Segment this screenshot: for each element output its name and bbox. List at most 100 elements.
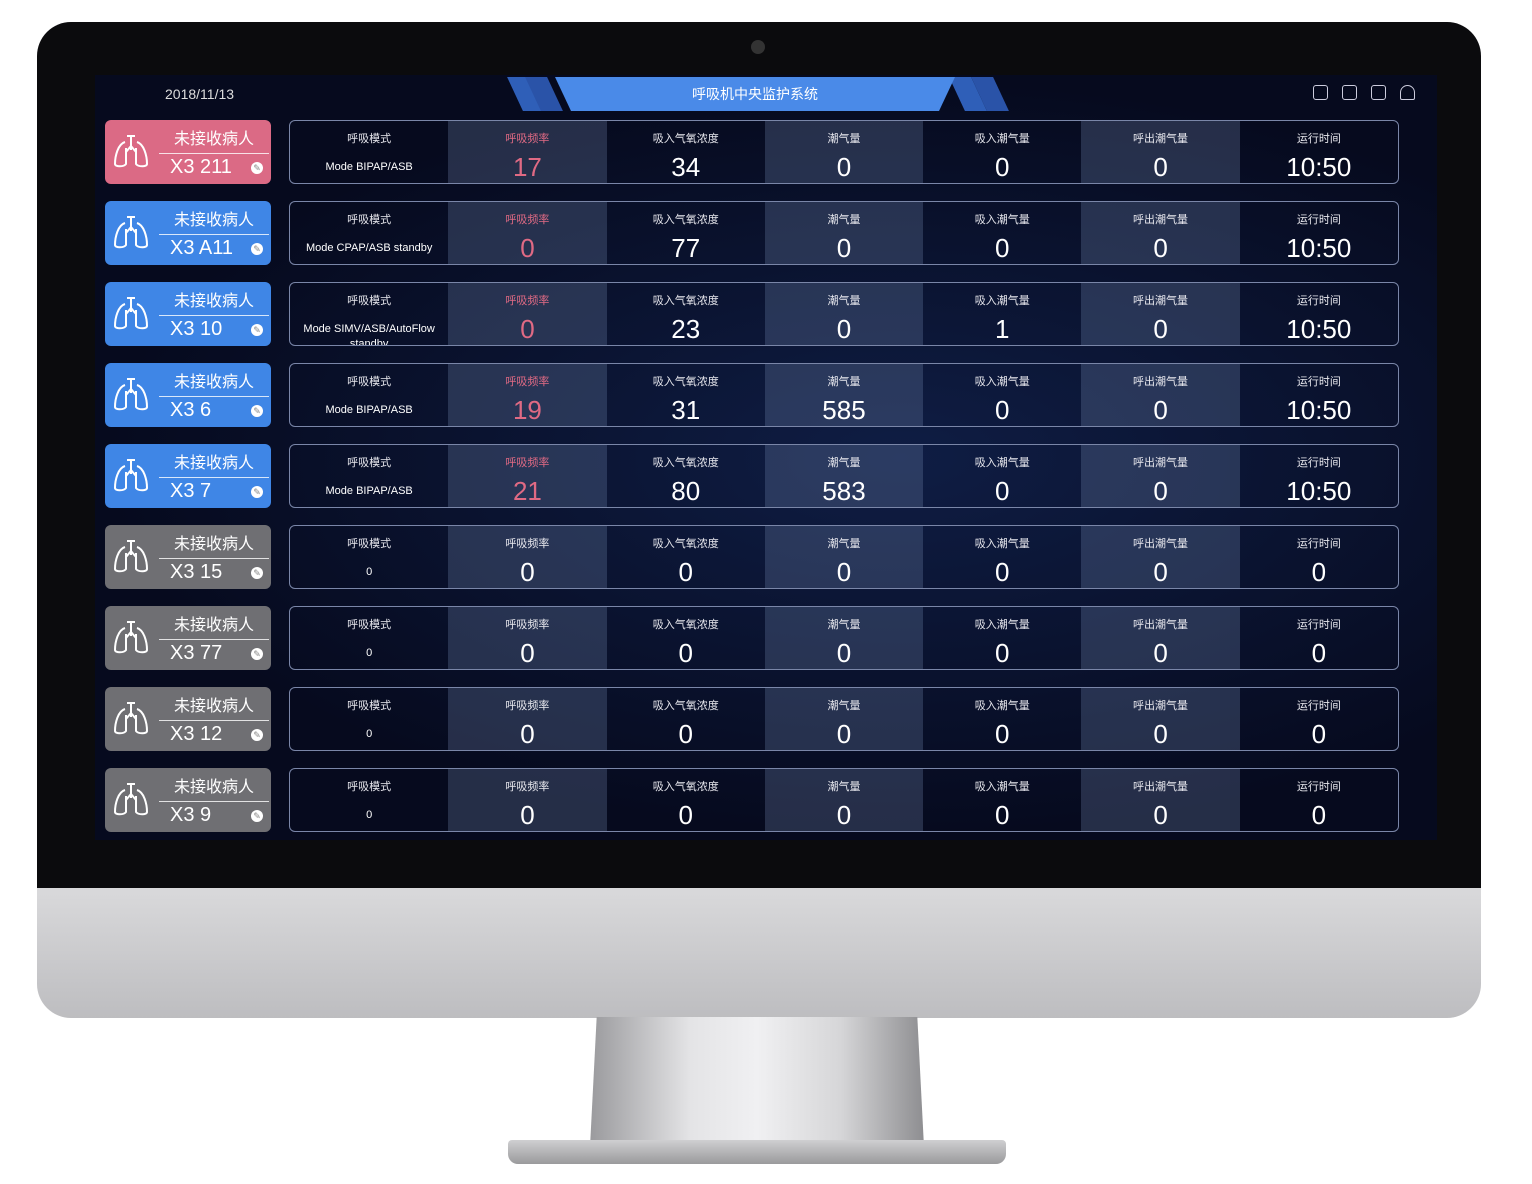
edit-icon[interactable]: ✎ [251, 567, 263, 579]
patient-row: 未接收病人 X3 A11 ✎ 呼吸模式 Mode CPAP/ASB standb… [105, 201, 1399, 265]
cell-value: 0 [836, 638, 852, 668]
cell-value: 0 [1153, 314, 1168, 344]
cell-fio2: 吸入气氧浓度 0 [607, 607, 765, 669]
patient-card[interactable]: 未接收病人 X3 77 ✎ [105, 606, 271, 670]
cell-label: 吸入潮气量 [974, 700, 1030, 712]
patient-card[interactable]: 未接收病人 X3 10 ✎ [105, 282, 271, 346]
cell-label: 吸入潮气量 [974, 619, 1030, 631]
patient-row: 未接收病人 X3 9 ✎ 呼吸模式 0 呼吸频率 0 吸入气氧浓度 0 潮气量 … [105, 768, 1399, 832]
user-icon[interactable] [1400, 85, 1415, 100]
layout-icon[interactable] [1371, 85, 1386, 100]
patient-card[interactable]: 未接收病人 X3 211 ✎ [105, 120, 271, 184]
cell-vt: 潮气量 585 [764, 364, 924, 426]
cell-rate: 呼吸频率 0 [448, 688, 607, 750]
cell-value: 0 [995, 800, 1010, 830]
cell-label: 吸入气氧浓度 [652, 214, 719, 226]
monitor-chin [37, 888, 1481, 1018]
cell-value: 0 [1311, 557, 1327, 587]
cell-vti: 吸入潮气量 0 [923, 121, 1081, 183]
cell-label: 呼吸频率 [505, 538, 550, 550]
cell-fio2: 吸入气氧浓度 0 [607, 769, 765, 831]
cell-label: 运行时间 [1296, 457, 1341, 469]
cell-time: 运行时间 0 [1240, 607, 1398, 669]
cell-vte: 呼出潮气量 0 [1081, 283, 1240, 345]
cell-label: 呼吸模式 [347, 214, 392, 226]
cell-value: 0 [678, 638, 693, 668]
edit-icon[interactable]: ✎ [251, 324, 263, 336]
patient-status: 未接收病人 [159, 368, 269, 397]
cell-value: 0 [1153, 152, 1168, 182]
cell-fio2: 吸入气氧浓度 77 [607, 202, 765, 264]
vitals-panel[interactable]: 呼吸模式 Mode SIMV/ASB/AutoFlow standby 呼吸频率… [289, 282, 1399, 346]
cell-value: Mode CPAP/ASB standby [305, 242, 433, 254]
cell-mode: 呼吸模式 0 [290, 769, 448, 831]
vitals-panel[interactable]: 呼吸模式 0 呼吸频率 0 吸入气氧浓度 0 潮气量 0 吸入潮气量 0 呼出潮… [289, 687, 1399, 751]
cell-label: 潮气量 [827, 214, 861, 226]
edit-icon[interactable]: ✎ [251, 243, 263, 255]
patient-card[interactable]: 未接收病人 X3 15 ✎ [105, 525, 271, 589]
cell-value: 31 [671, 395, 701, 425]
cell-vte: 呼出潮气量 0 [1081, 607, 1240, 669]
monitor-base [508, 1140, 1006, 1164]
cell-label: 运行时间 [1296, 295, 1341, 307]
vitals-panel[interactable]: 呼吸模式 Mode BIPAP/ASB 呼吸频率 19 吸入气氧浓度 31 潮气… [289, 363, 1399, 427]
cell-value: 0 [995, 719, 1010, 749]
cell-value: 0 [1153, 800, 1168, 830]
cell-label: 呼吸模式 [347, 457, 392, 469]
edit-icon[interactable]: ✎ [251, 648, 263, 660]
cell-time: 运行时间 0 [1240, 526, 1398, 588]
edit-icon[interactable]: ✎ [251, 405, 263, 417]
edit-icon[interactable]: ✎ [251, 486, 263, 498]
vitals-panel[interactable]: 呼吸模式 0 呼吸频率 0 吸入气氧浓度 0 潮气量 0 吸入潮气量 0 呼出潮… [289, 525, 1399, 589]
cell-label: 吸入潮气量 [974, 781, 1030, 793]
cell-fio2: 吸入气氧浓度 31 [607, 364, 765, 426]
lungs-icon [113, 297, 149, 330]
cell-label: 吸入潮气量 [974, 457, 1030, 469]
cell-vti: 吸入潮气量 0 [923, 526, 1081, 588]
patient-card[interactable]: 未接收病人 X3 12 ✎ [105, 687, 271, 751]
vitals-panel[interactable]: 呼吸模式 Mode BIPAP/ASB 呼吸频率 17 吸入气氧浓度 34 潮气… [289, 120, 1399, 184]
cell-value: 0 [366, 809, 373, 821]
cell-label: 吸入气氧浓度 [652, 619, 719, 631]
cell-label: 呼出潮气量 [1133, 781, 1189, 793]
patient-card[interactable]: 未接收病人 X3 7 ✎ [105, 444, 271, 508]
cell-value: 21 [512, 476, 542, 506]
edit-icon[interactable]: ✎ [251, 729, 263, 741]
patient-status: 未接收病人 [159, 287, 269, 316]
cell-value: Mode BIPAP/ASB [325, 161, 413, 173]
vitals-panel[interactable]: 呼吸模式 0 呼吸频率 0 吸入气氧浓度 0 潮气量 0 吸入潮气量 0 呼出潮… [289, 768, 1399, 832]
cell-label: 呼吸频率 [505, 700, 550, 712]
edit-icon[interactable]: ✎ [251, 810, 263, 822]
note-icon[interactable] [1342, 85, 1357, 100]
cell-value: 80 [671, 476, 701, 506]
cell-time: 运行时间 10:50 [1240, 202, 1398, 264]
cell-label: 呼吸模式 [347, 700, 392, 712]
cell-label: 吸入气氧浓度 [652, 700, 719, 712]
cell-vti: 吸入潮气量 0 [923, 607, 1081, 669]
cell-label: 呼吸频率 [505, 133, 550, 145]
cell-value: 0 [1311, 638, 1327, 668]
cell-label: 呼吸频率 [505, 376, 550, 388]
list-icon[interactable] [1313, 85, 1328, 100]
cell-vti: 吸入潮气量 0 [923, 364, 1081, 426]
edit-icon[interactable]: ✎ [251, 162, 263, 174]
cell-label: 吸入气氧浓度 [652, 457, 719, 469]
lungs-icon [113, 702, 149, 735]
cell-vti: 吸入潮气量 0 [923, 445, 1081, 507]
patient-card[interactable]: 未接收病人 X3 9 ✎ [105, 768, 271, 832]
cell-vte: 呼出潮气量 0 [1081, 121, 1240, 183]
lungs-icon [113, 783, 149, 816]
vitals-panel[interactable]: 呼吸模式 Mode BIPAP/ASB 呼吸频率 21 吸入气氧浓度 80 潮气… [289, 444, 1399, 508]
cell-label: 呼吸模式 [347, 781, 392, 793]
cell-value: 0 [520, 800, 535, 830]
cell-fio2: 吸入气氧浓度 0 [607, 526, 765, 588]
vitals-panel[interactable]: 呼吸模式 Mode CPAP/ASB standby 呼吸频率 0 吸入气氧浓度… [289, 201, 1399, 265]
cell-label: 运行时间 [1296, 214, 1341, 226]
patient-card[interactable]: 未接收病人 X3 A11 ✎ [105, 201, 271, 265]
lungs-icon [113, 216, 149, 249]
cell-value: 0 [995, 152, 1010, 182]
vitals-panel[interactable]: 呼吸模式 0 呼吸频率 0 吸入气氧浓度 0 潮气量 0 吸入潮气量 0 呼出潮… [289, 606, 1399, 670]
cell-value: 0 [1153, 233, 1168, 263]
cell-label: 呼出潮气量 [1133, 295, 1189, 307]
patient-card[interactable]: 未接收病人 X3 6 ✎ [105, 363, 271, 427]
